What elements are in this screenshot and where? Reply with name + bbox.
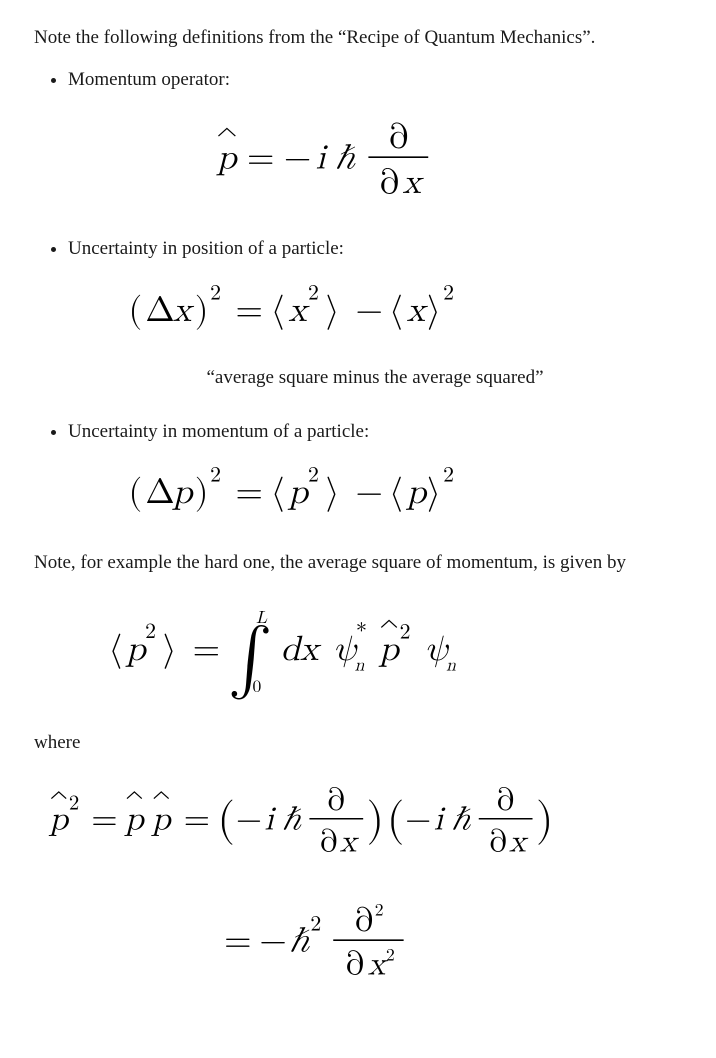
svg-text:−: −	[405, 802, 431, 836]
svg-text:=: =	[91, 802, 117, 836]
intro-paragraph: Note the following definitions from the …	[34, 24, 682, 52]
svg-text:ℏ: ℏ	[335, 141, 356, 176]
svg-text:∂: ∂	[379, 165, 400, 200]
svg-text:p: p	[150, 802, 172, 836]
equation-phat: p=−iℏ∂∂x	[68, 103, 682, 217]
svg-text:p: p	[123, 802, 145, 836]
svg-text:(: (	[217, 797, 235, 846]
quote-avg-square: “average square minus the average square…	[68, 364, 682, 392]
svg-text:i: i	[264, 802, 276, 836]
bullet-momentum-operator: Momentum operator: p=−iℏ∂∂x	[68, 66, 682, 218]
svg-text:x: x	[402, 165, 424, 200]
svg-text:p: p	[287, 475, 310, 510]
svg-text:*: *	[356, 622, 367, 644]
svg-text:(: (	[386, 797, 404, 846]
svg-text:2: 2	[210, 465, 221, 487]
svg-text:i: i	[433, 802, 445, 836]
where-label: where	[34, 729, 682, 757]
svg-text:p: p	[48, 802, 70, 836]
equation-delta-x: (Δx)2=⟨x2⟩−⟨x⟩2	[68, 273, 682, 348]
svg-text:): )	[195, 293, 209, 330]
bullet-label: Uncertainty in position of a particle:	[68, 238, 344, 259]
svg-text:x: x	[173, 293, 195, 328]
svg-text:⟨: ⟨	[389, 293, 403, 330]
svg-text:∂: ∂	[319, 827, 338, 859]
svg-text:∂: ∂	[354, 905, 374, 938]
bullet-label: Momentum operator:	[68, 69, 230, 90]
svg-text:Δ: Δ	[146, 475, 175, 510]
svg-text:=: =	[236, 293, 263, 328]
svg-text:p: p	[216, 141, 239, 176]
equation-phat-squared-result: =−ℏ2∂2∂x2	[34, 886, 682, 1000]
svg-text:∂: ∂	[388, 119, 409, 154]
svg-text:⟨: ⟨	[271, 293, 285, 330]
svg-text:⟩: ⟩	[326, 293, 340, 330]
svg-text:p: p	[172, 475, 195, 510]
svg-text:=: =	[247, 141, 274, 176]
svg-text:(: (	[129, 475, 143, 512]
svg-text:2: 2	[210, 282, 221, 304]
svg-text:⟩: ⟩	[162, 632, 176, 669]
svg-text:⟩: ⟩	[427, 293, 441, 330]
svg-text:x: x	[509, 827, 529, 859]
equation-exp-p2: ⟨p2⟩=∫0Ldxψ*np2ψn	[34, 590, 682, 711]
svg-text:): )	[366, 797, 384, 846]
svg-text:ℏ: ℏ	[289, 924, 310, 959]
svg-text:=: =	[236, 475, 263, 510]
svg-text:2: 2	[310, 914, 321, 936]
svg-text:p: p	[378, 632, 401, 667]
svg-text:x: x	[339, 827, 359, 859]
svg-text:=: =	[183, 802, 209, 836]
equation-delta-p: (Δp)2=⟨p2⟩−⟨p⟩2	[68, 455, 682, 530]
svg-text:2: 2	[443, 465, 454, 487]
svg-text:L: L	[256, 610, 268, 627]
svg-text:p: p	[406, 475, 429, 510]
svg-text:2: 2	[145, 621, 156, 643]
svg-text:−: −	[235, 802, 261, 836]
svg-text:i: i	[315, 141, 328, 176]
svg-text:0: 0	[252, 679, 261, 696]
svg-text:∫: ∫	[227, 625, 271, 700]
svg-text:∂: ∂	[488, 827, 507, 859]
svg-text:⟨: ⟨	[271, 475, 285, 512]
svg-text:−: −	[356, 293, 383, 328]
definitions-list: Momentum operator: p=−iℏ∂∂x Uncertainty …	[34, 66, 682, 531]
svg-text:): )	[195, 475, 209, 512]
svg-text:2: 2	[386, 948, 395, 965]
svg-text:2: 2	[68, 793, 78, 814]
svg-text:Δ: Δ	[146, 293, 175, 328]
svg-text:2: 2	[308, 282, 319, 304]
svg-text:=: =	[224, 924, 251, 959]
bullet-label: Uncertainty in momentum of a particle:	[68, 421, 369, 442]
svg-text:∂: ∂	[345, 949, 365, 982]
svg-text:⟩: ⟩	[427, 475, 441, 512]
svg-text:n: n	[446, 658, 456, 675]
svg-text:=: =	[192, 632, 219, 667]
svg-text:2: 2	[443, 282, 454, 304]
svg-text:∂: ∂	[496, 785, 515, 817]
svg-text:⟩: ⟩	[326, 475, 340, 512]
svg-text:−: −	[259, 924, 286, 959]
svg-text:⟨: ⟨	[108, 632, 122, 669]
svg-text:−: −	[283, 141, 310, 176]
svg-text:(: (	[129, 293, 143, 330]
bullet-uncertainty-momentum: Uncertainty in momentum of a particle: (…	[68, 418, 682, 531]
svg-text:x: x	[300, 632, 322, 667]
svg-text:−: −	[356, 475, 383, 510]
svg-text:x: x	[288, 293, 310, 328]
note-p2-paragraph: Note, for example the hard one, the aver…	[34, 549, 682, 577]
svg-text:∂: ∂	[326, 785, 345, 817]
svg-text:2: 2	[399, 622, 410, 644]
equation-phat-squared-expand: p2=pp=(−iℏ∂∂x)(−iℏ∂∂x)	[34, 767, 682, 876]
svg-text:): )	[535, 797, 553, 846]
svg-text:x: x	[407, 293, 429, 328]
svg-text:n: n	[354, 658, 364, 675]
svg-text:ℏ: ℏ	[281, 802, 301, 836]
svg-text:⟨: ⟨	[389, 475, 403, 512]
svg-text:ℏ: ℏ	[451, 802, 471, 836]
svg-text:2: 2	[375, 903, 384, 920]
bullet-uncertainty-position: Uncertainty in position of a particle: (…	[68, 235, 682, 392]
svg-text:2: 2	[308, 465, 319, 487]
